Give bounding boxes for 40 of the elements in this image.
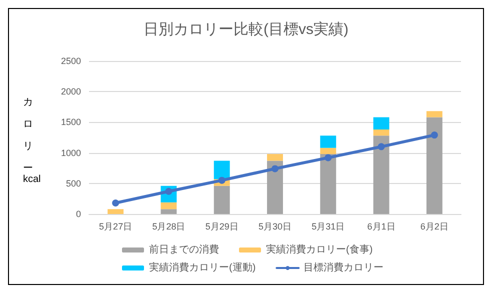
x-tick-label: 5月27日 [99, 222, 132, 232]
bar [160, 202, 177, 210]
bar [320, 154, 336, 214]
bar [214, 160, 230, 180]
point [112, 199, 120, 206]
y-tick-label: 0 [76, 209, 81, 219]
bar [426, 117, 442, 214]
legend-label: 実績消費カロリー(食事) [266, 244, 373, 256]
point [272, 165, 278, 172]
point [324, 154, 332, 162]
chart-title: 日別カロリー比較(目標vs実績) [144, 21, 348, 38]
legend-label: 実績消費カロリー(運動) [149, 262, 256, 274]
bar [320, 148, 336, 154]
y-tick-label: 2500 [60, 56, 81, 66]
y-axis-title: カロリー kcal [23, 97, 41, 185]
x-tick-label: 5月30日 [258, 222, 292, 232]
point [218, 176, 226, 184]
bar [320, 136, 336, 148]
y-tick-label: 500 [66, 178, 81, 188]
x-tick-label: 6月1日 [367, 222, 396, 232]
x-tick-label: 6月2日 [420, 222, 448, 232]
point [430, 132, 438, 139]
y-tick-label: 1000 [60, 148, 81, 158]
bar [373, 130, 390, 136]
x-tick-label: 5月31日 [312, 222, 345, 232]
bar [267, 154, 283, 161]
legend-label: 前日までの消費 [149, 244, 219, 256]
bar [108, 209, 124, 214]
bar [373, 117, 390, 130]
y-tick-label: 1500 [60, 117, 81, 128]
bar [214, 186, 230, 214]
bar [426, 111, 442, 118]
bar [160, 209, 177, 214]
x-tick-label: 5月29日 [205, 222, 238, 232]
point [378, 143, 385, 150]
y-tick-label: 2000 [60, 86, 81, 97]
bar [267, 160, 283, 214]
bar [373, 136, 390, 214]
x-tick-label: 5月28日 [152, 222, 186, 232]
legend-label: 目標消費カロリー [304, 262, 384, 274]
